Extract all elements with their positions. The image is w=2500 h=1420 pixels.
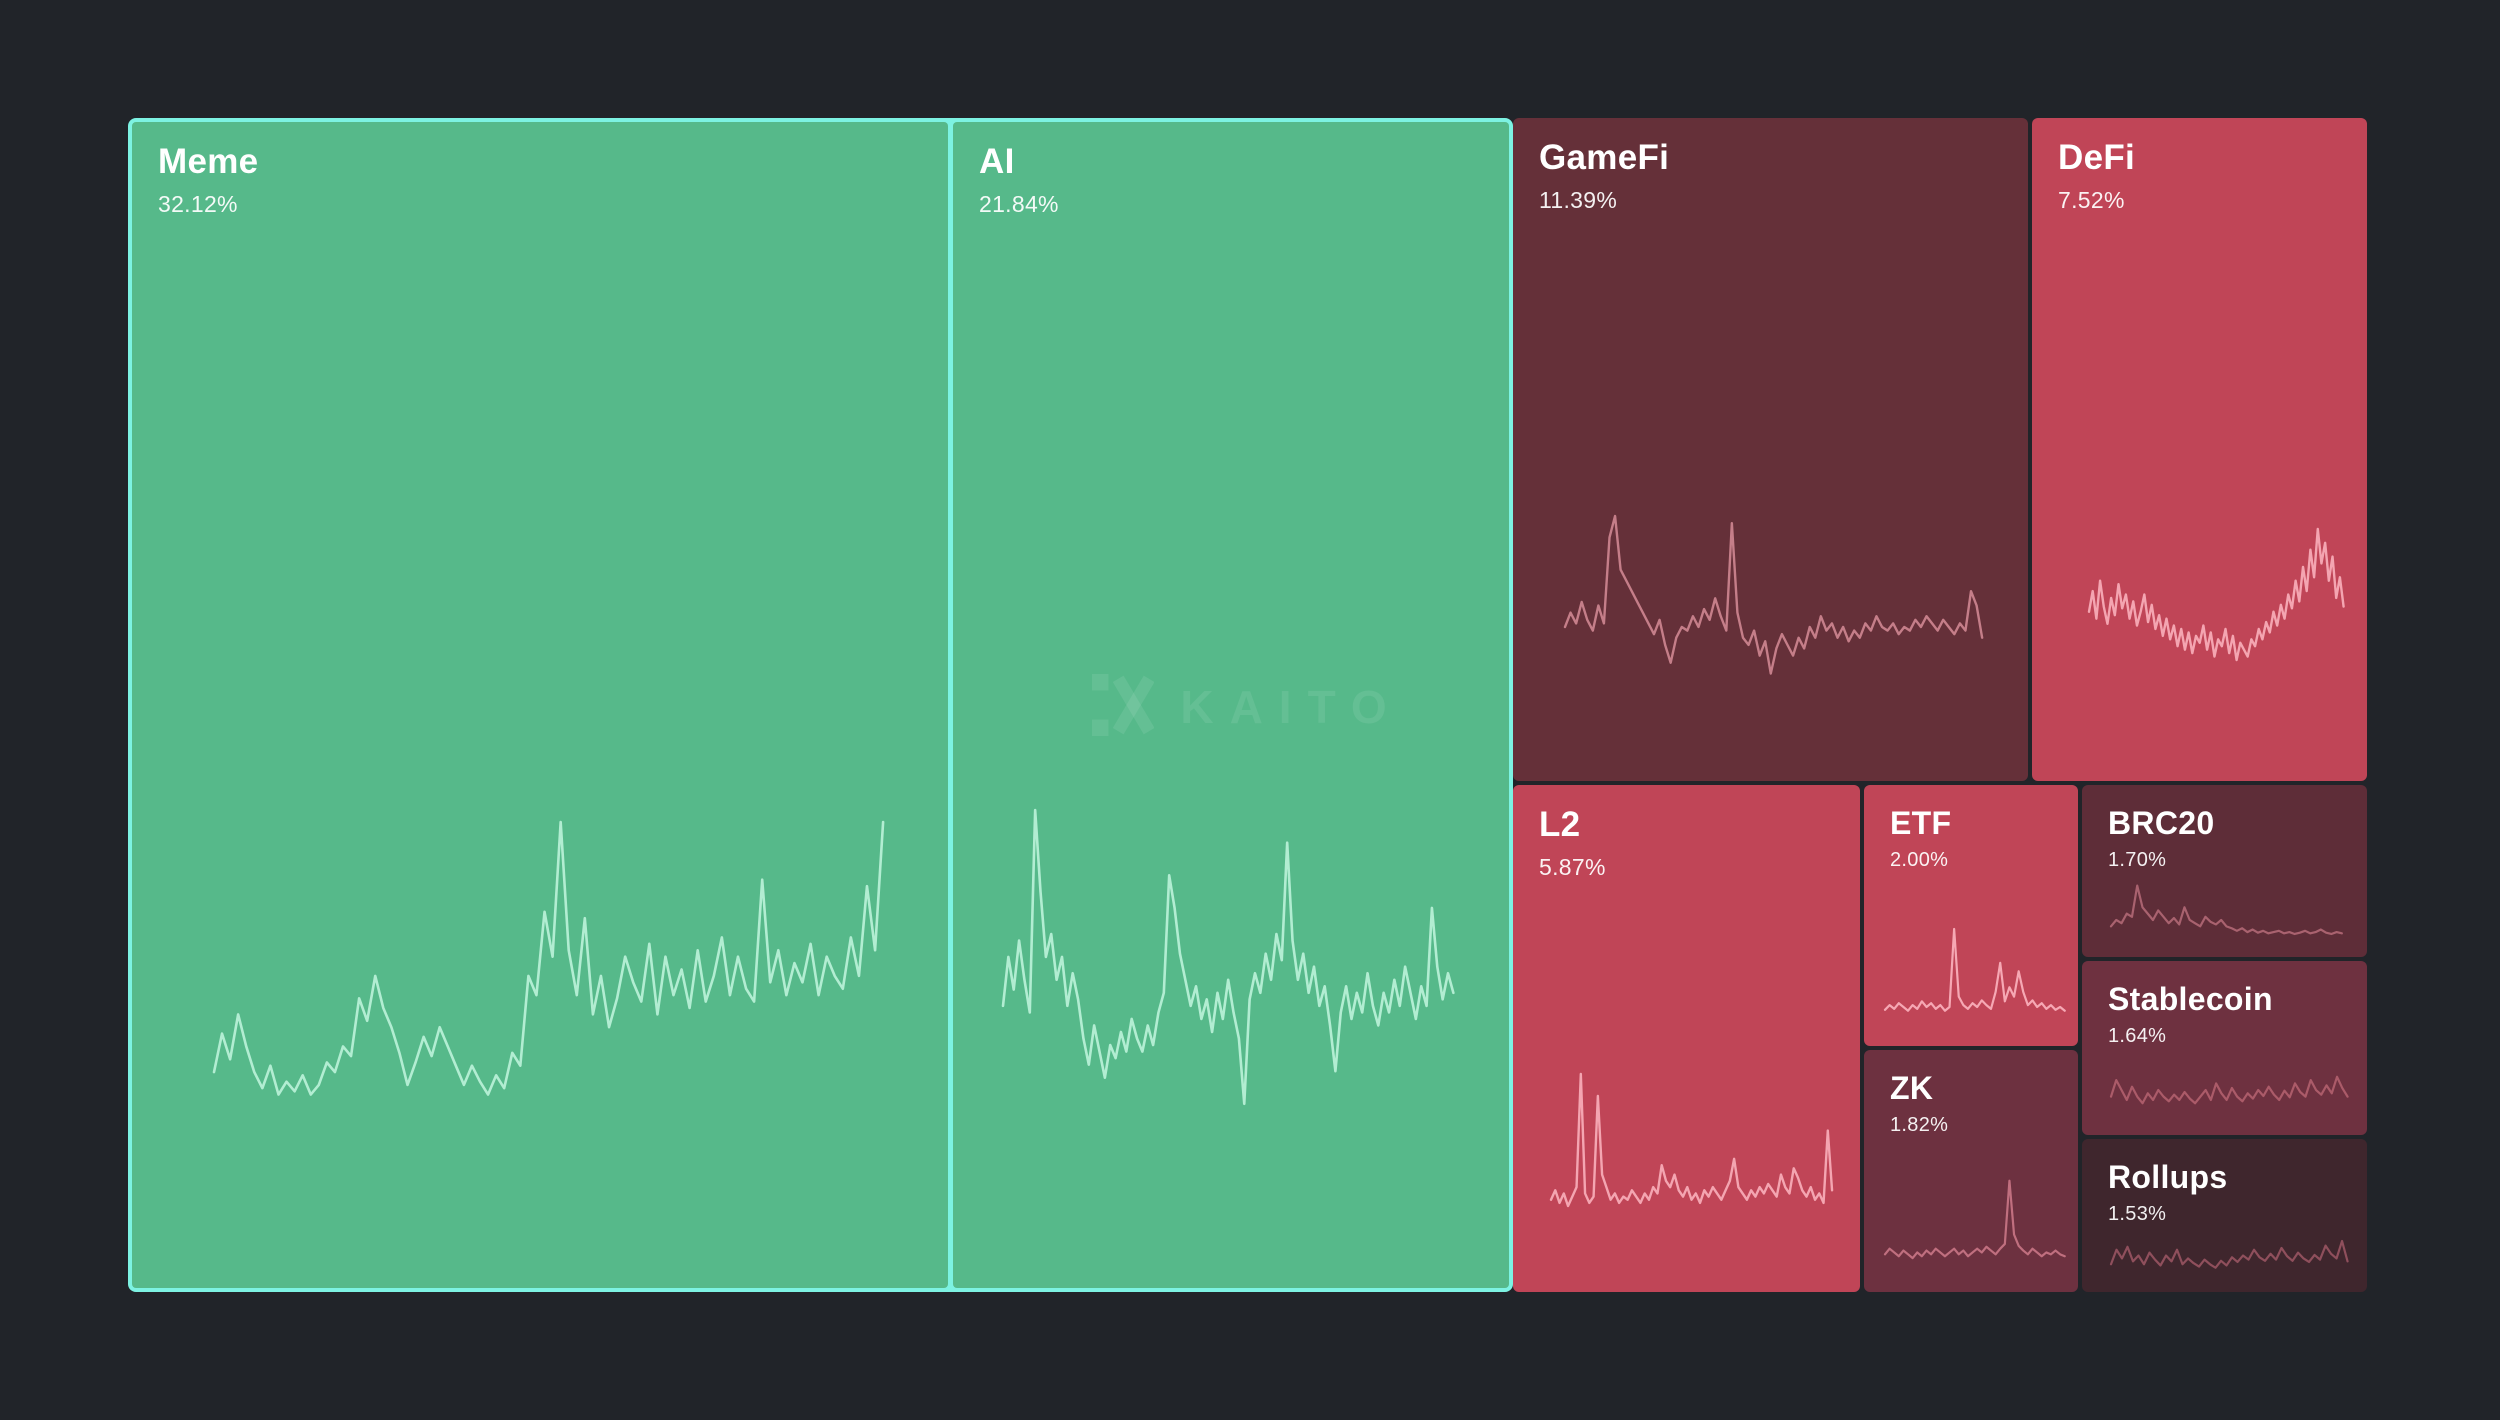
- treemap-tile-stablecoin[interactable]: Stablecoin 1.64%: [2082, 961, 2367, 1135]
- treemap-tile-ai[interactable]: AI 21.84%: [953, 122, 1509, 1288]
- treemap-tile-etf[interactable]: ETF 2.00%: [1864, 785, 2078, 1046]
- treemap-tile-gamefi[interactable]: GameFi 11.39%: [1513, 118, 2028, 781]
- tile-labels: BRC20 1.70%: [2108, 805, 2214, 872]
- l2-sparkline: [1551, 1074, 1832, 1231]
- tile-percent: 1.70%: [2108, 848, 2167, 871]
- tile-percent: 21.84%: [979, 191, 1059, 218]
- tile-title: BRC20: [2108, 805, 2215, 841]
- treemap-tile-zk[interactable]: ZK 1.82%: [1864, 1050, 2078, 1292]
- tile-title: Stablecoin: [2108, 981, 2273, 1017]
- narrative-treemap: Meme 32.12% AI 21.84% GameFi 11.39%: [128, 118, 2367, 1292]
- tile-labels: L2 5.87%: [1539, 805, 1606, 881]
- tile-percent: 5.87%: [1539, 854, 1606, 881]
- tile-percent: 1.82%: [1890, 1113, 1949, 1136]
- tile-labels: Rollups 1.53%: [2108, 1159, 2227, 1226]
- tile-percent: 1.64%: [2108, 1024, 2167, 1047]
- gamefi-sparkline: [1565, 516, 1982, 695]
- tile-labels: ETF 2.00%: [1890, 805, 1951, 872]
- tile-labels: DeFi 7.52%: [2058, 138, 2135, 214]
- rollups-sparkline: [2111, 1223, 2348, 1281]
- tile-percent: 7.52%: [2058, 187, 2125, 214]
- positive-group-highlight: Meme 32.12% AI 21.84%: [128, 118, 1513, 1292]
- tile-title: ETF: [1890, 805, 1952, 841]
- zk-sparkline: [1885, 1176, 2065, 1270]
- treemap-tile-meme[interactable]: Meme 32.12%: [132, 122, 948, 1288]
- tile-percent: 1.53%: [2108, 1202, 2167, 1225]
- tile-percent: 32.12%: [158, 191, 238, 218]
- tile-labels: Meme 32.12%: [158, 142, 258, 218]
- tile-title: AI: [979, 142, 1015, 181]
- treemap-tile-defi[interactable]: DeFi 7.52%: [2032, 118, 2367, 781]
- meme-sparkline: [214, 822, 883, 1143]
- tile-percent: 11.39%: [1539, 187, 1618, 214]
- treemap-tile-rollups[interactable]: Rollups 1.53%: [2082, 1139, 2367, 1292]
- ai-sparkline: [1003, 810, 1453, 1136]
- treemap-tile-l2[interactable]: L2 5.87%: [1513, 785, 1860, 1292]
- treemap-tile-brc20[interactable]: BRC20 1.70%: [2082, 785, 2367, 957]
- tile-labels: ZK 1.82%: [1890, 1070, 1948, 1137]
- stablecoin-sparkline: [2111, 1053, 2348, 1119]
- tile-title: ZK: [1890, 1070, 1934, 1106]
- tile-title: L2: [1539, 805, 1581, 844]
- etf-sparkline: [1885, 929, 2065, 1023]
- brc20-sparkline: [2111, 878, 2342, 942]
- tile-title: GameFi: [1539, 138, 1670, 177]
- tile-title: DeFi: [2058, 138, 2136, 177]
- tile-title: Rollups: [2108, 1159, 2228, 1195]
- tile-labels: Stablecoin 1.64%: [2108, 981, 2273, 1048]
- tile-title: Meme: [158, 142, 259, 181]
- tile-labels: GameFi 11.39%: [1539, 138, 1669, 214]
- defi-sparkline: [2089, 529, 2344, 701]
- tile-percent: 2.00%: [1890, 848, 1949, 871]
- tile-labels: AI 21.84%: [979, 142, 1059, 218]
